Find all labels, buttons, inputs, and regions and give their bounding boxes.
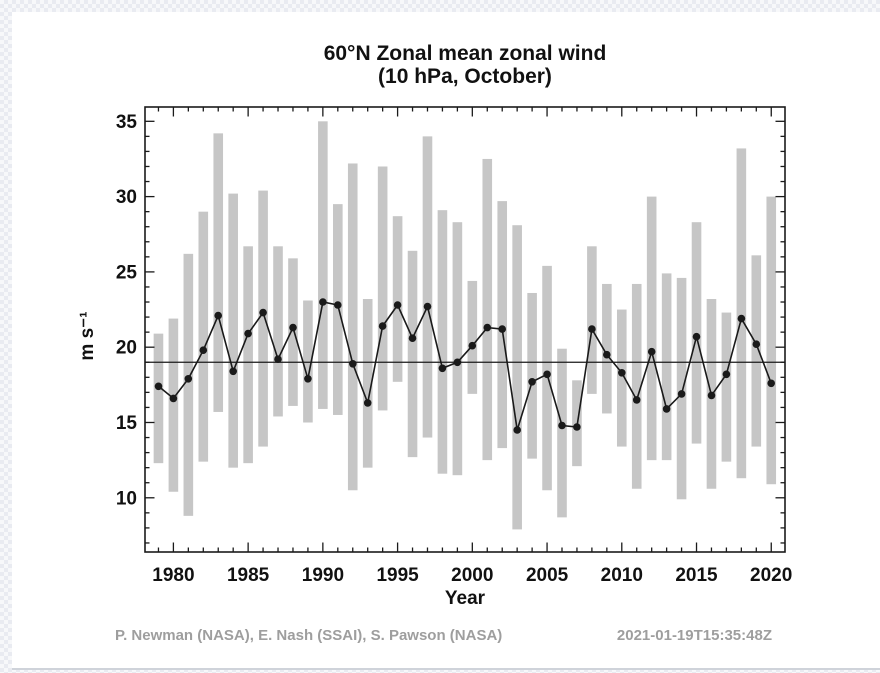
footer-timestamp: 2021-01-19T15:35:48Z	[616, 627, 772, 644]
chart-title-line2: (10 hPa, October)	[378, 65, 552, 88]
chart-title-line1: 60°N Zonal mean zonal wind	[323, 42, 607, 65]
chart-title: 60°N Zonal mean zonal wind (10 hPa, Octo…	[145, 42, 785, 88]
image-canvas	[12, 12, 880, 670]
footer-credit: P. Newman (NASA), E. Nash (SSAI), S. Paw…	[115, 627, 503, 644]
